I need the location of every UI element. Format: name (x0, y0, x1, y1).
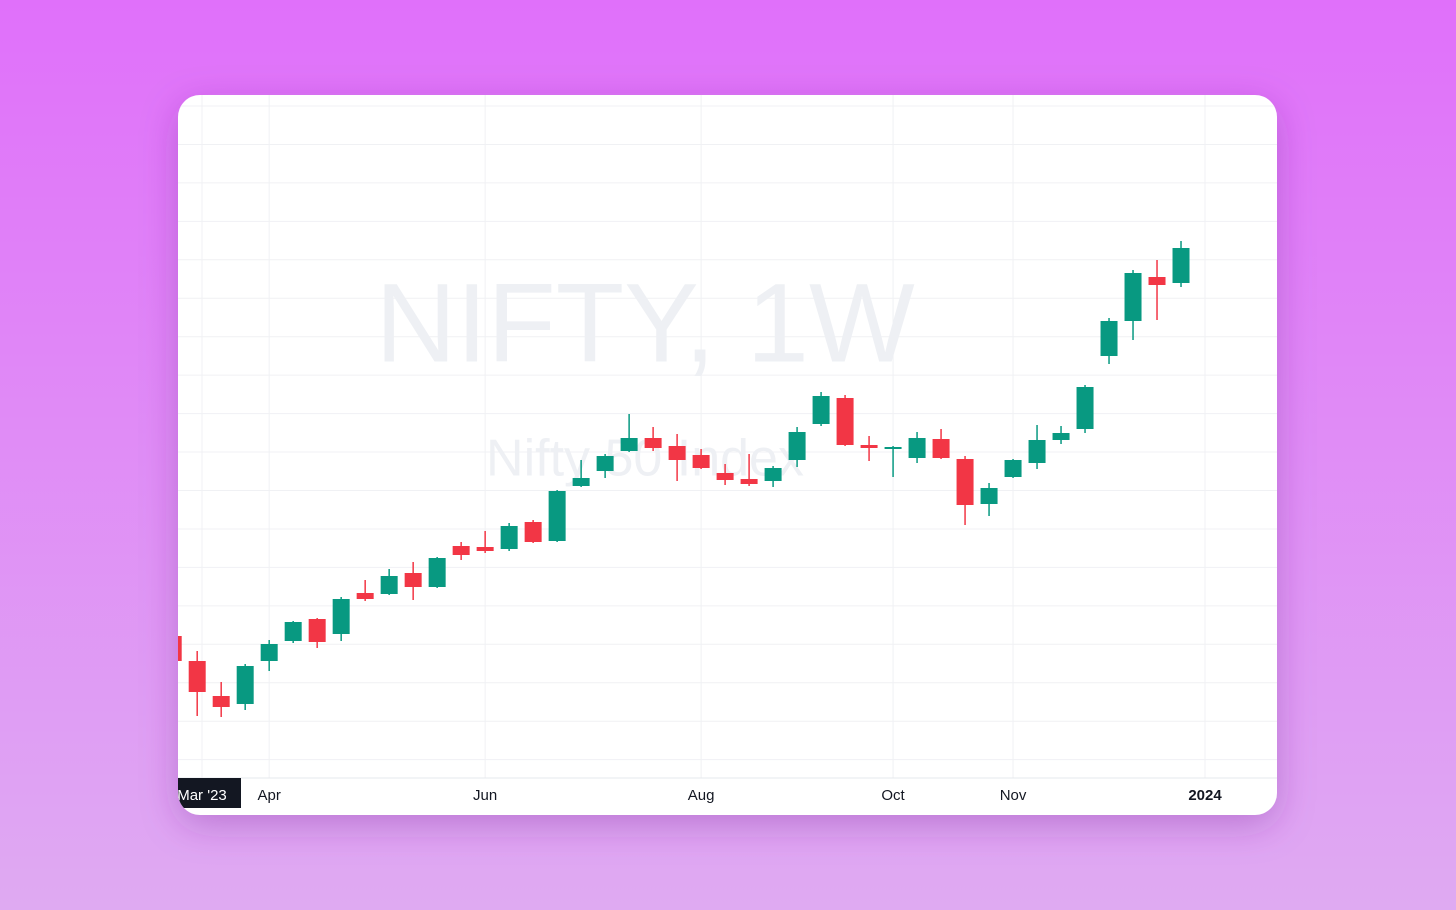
chart: NIFTY, 1W Nifty 50 Index Mar '23 Apr Jun Au… (177, 95, 1277, 808)
candle-body (212, 696, 230, 707)
candle-body (812, 396, 830, 424)
candle-body (644, 438, 662, 448)
candle-body (860, 445, 878, 448)
candle-body (1028, 440, 1046, 463)
candle-body (740, 479, 758, 484)
crosshair-label-box (178, 778, 241, 808)
candle-body (572, 478, 590, 486)
candle-body (452, 546, 470, 555)
candle-body (908, 438, 926, 458)
candle-body (1148, 277, 1166, 285)
x-tick-label: Jun (473, 787, 497, 804)
candle-body (380, 576, 398, 594)
candle-body (668, 446, 686, 460)
candle-body (260, 644, 278, 661)
candle-body (548, 491, 566, 541)
candle-body (596, 456, 614, 471)
candle-body (356, 593, 374, 599)
candle-body (178, 636, 182, 661)
candle-body (332, 599, 350, 634)
candle-body (956, 459, 974, 505)
candle-body (836, 398, 854, 445)
candle-body (428, 558, 446, 587)
candle-body (764, 468, 782, 481)
candle-body (932, 439, 950, 458)
x-tick-label: Oct (881, 787, 905, 804)
candle-body (1004, 460, 1022, 477)
candle-body (476, 547, 494, 551)
candle-body (236, 666, 254, 704)
candle-body (716, 473, 734, 480)
candle-body (500, 526, 518, 549)
candle-body (308, 619, 326, 642)
candle-body (404, 573, 422, 587)
card (178, 95, 1277, 815)
x-tick-label: Mar '23 (177, 787, 227, 804)
candle-body (884, 447, 902, 449)
candle-body (1052, 433, 1070, 440)
watermark-title: NIFTY, 1W (375, 261, 915, 386)
x-tick-label: 2024 (1188, 787, 1222, 804)
x-tick-label: Aug (688, 787, 715, 804)
candle-body (1076, 387, 1094, 429)
candle-body (1124, 273, 1142, 321)
candle-body (284, 622, 302, 641)
x-tick-label: Nov (1000, 787, 1027, 804)
candle-body (980, 488, 998, 504)
candle-body (620, 438, 638, 451)
candle-body (1100, 321, 1118, 356)
candle-body (524, 522, 542, 542)
candle-body (788, 432, 806, 460)
candle-body (1172, 248, 1190, 283)
candle-body (692, 455, 710, 468)
x-tick-label: Apr (258, 787, 281, 804)
candle-body (188, 661, 206, 692)
